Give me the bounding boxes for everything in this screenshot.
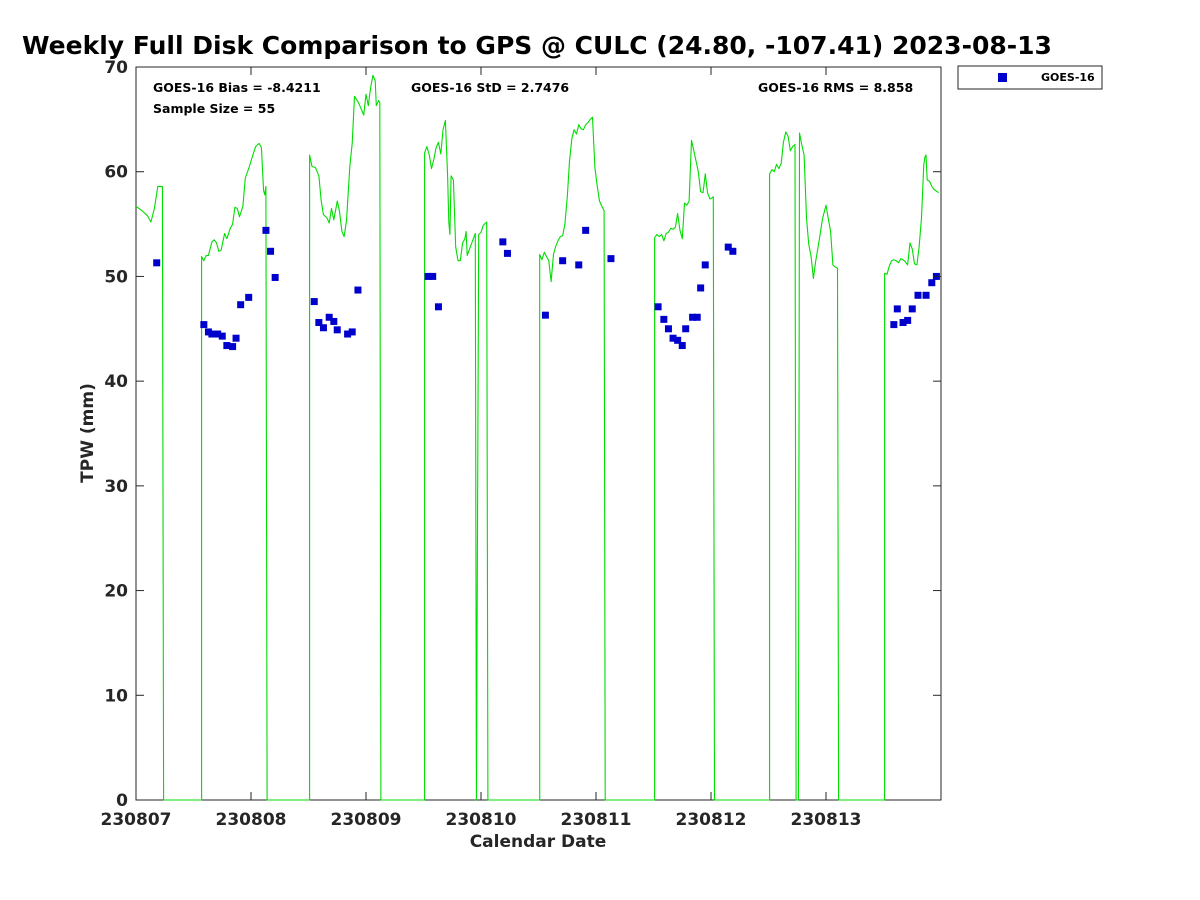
- goes-16-point: [922, 291, 930, 299]
- goes-16-point: [607, 255, 615, 263]
- legend: GOES-16: [957, 65, 1103, 90]
- goes-16-point: [262, 226, 270, 234]
- goes-16-point: [914, 291, 922, 299]
- y-tick-label: 40: [104, 372, 128, 392]
- goes-16-point: [582, 226, 590, 234]
- goes-16-point: [348, 328, 356, 336]
- goes-16-point: [697, 284, 705, 292]
- goes-16-point: [153, 259, 161, 267]
- goes-16-point: [232, 334, 240, 342]
- plot-frame: [135, 66, 942, 801]
- goes-16-point: [499, 238, 507, 246]
- chart-title: Weekly Full Disk Comparison to GPS @ CUL…: [22, 31, 1052, 60]
- goes-16-point: [429, 272, 437, 280]
- goes-16-point: [245, 293, 253, 301]
- goes-16-point: [434, 303, 442, 311]
- goes-16-point: [928, 279, 936, 287]
- goes-16-point: [678, 342, 686, 350]
- stat-sample-size: Sample Size = 55: [153, 101, 275, 116]
- goes-16-point: [908, 305, 916, 313]
- goes-16-point: [682, 325, 690, 333]
- goes-16-point: [899, 319, 907, 327]
- x-axis-label: Calendar Date: [470, 832, 607, 852]
- plot-area: [135, 66, 942, 801]
- goes-16-point: [223, 342, 231, 350]
- goes-16-point: [660, 315, 668, 323]
- goes-16-point: [208, 330, 216, 338]
- goes-16-point: [267, 247, 275, 255]
- goes-16-point: [229, 343, 237, 351]
- y-tick-label: 10: [104, 686, 128, 706]
- gps-tpw-line: [135, 74, 940, 801]
- x-tick-label: 230811: [561, 810, 632, 830]
- y-axis-label: TPW (mm): [78, 383, 98, 483]
- goes-16-point: [503, 249, 511, 257]
- goes-16-point: [689, 313, 697, 321]
- goes-16-point: [674, 336, 682, 344]
- gps-series-layer: [135, 74, 940, 801]
- x-axis-ticks: 230807 230808 230809 230810 230811 230812 2308…: [101, 67, 862, 830]
- goes-16-point: [664, 325, 672, 333]
- goes-16-point: [315, 319, 323, 327]
- y-tick-label: 70: [104, 58, 128, 78]
- goes-16-point: [344, 330, 352, 338]
- goes-16-point: [904, 316, 912, 324]
- x-tick-label: 230813: [791, 810, 862, 830]
- goes-16-point: [724, 243, 732, 251]
- goes-16-point: [729, 247, 737, 255]
- goes-16-point: [237, 301, 245, 309]
- goes-16-point: [330, 317, 338, 325]
- x-tick-label: 230808: [216, 810, 287, 830]
- goes-16-point: [333, 326, 341, 334]
- goes-16-point: [575, 261, 583, 269]
- goes-16-point: [325, 313, 333, 321]
- y-tick-label: 30: [104, 477, 128, 497]
- legend-marker-goes-16: [998, 73, 1007, 82]
- y-tick-label: 50: [104, 267, 128, 287]
- goes-16-point: [424, 272, 432, 280]
- legend-box: [957, 65, 1103, 90]
- y-tick-label: 0: [116, 791, 128, 811]
- stat-std: GOES-16 StD = 2.7476: [411, 80, 569, 95]
- goes-16-point: [654, 303, 662, 311]
- goes-16-point: [200, 321, 208, 329]
- goes-16-point: [319, 324, 327, 332]
- goes-16-point: [214, 330, 222, 338]
- stat-rms: GOES-16 RMS = 8.858: [758, 80, 913, 95]
- goes-16-point: [890, 321, 898, 329]
- goes-16-points-layer: [153, 226, 940, 351]
- goes-16-point: [669, 334, 677, 342]
- y-tick-label: 60: [104, 163, 128, 183]
- goes-16-point: [559, 257, 567, 265]
- goes-16-point: [541, 311, 549, 319]
- x-tick-label: 230809: [331, 810, 402, 830]
- goes-16-point: [271, 273, 279, 281]
- goes-16-point: [310, 298, 318, 306]
- goes-16-point: [893, 305, 901, 313]
- goes-16-point: [354, 286, 362, 294]
- stat-bias: GOES-16 Bias = -8.4211: [153, 80, 321, 95]
- y-axis-ticks: 0 10 20 30 40 50 60 70: [104, 58, 941, 811]
- goes-16-point: [701, 261, 709, 269]
- goes-16-point: [693, 313, 701, 321]
- y-tick-label: 20: [104, 582, 128, 602]
- goes-16-point: [218, 332, 226, 340]
- x-tick-label: 230810: [446, 810, 517, 830]
- x-tick-label: 230807: [101, 810, 172, 830]
- x-tick-label: 230812: [676, 810, 747, 830]
- legend-label-goes-16: GOES-16: [1041, 71, 1095, 84]
